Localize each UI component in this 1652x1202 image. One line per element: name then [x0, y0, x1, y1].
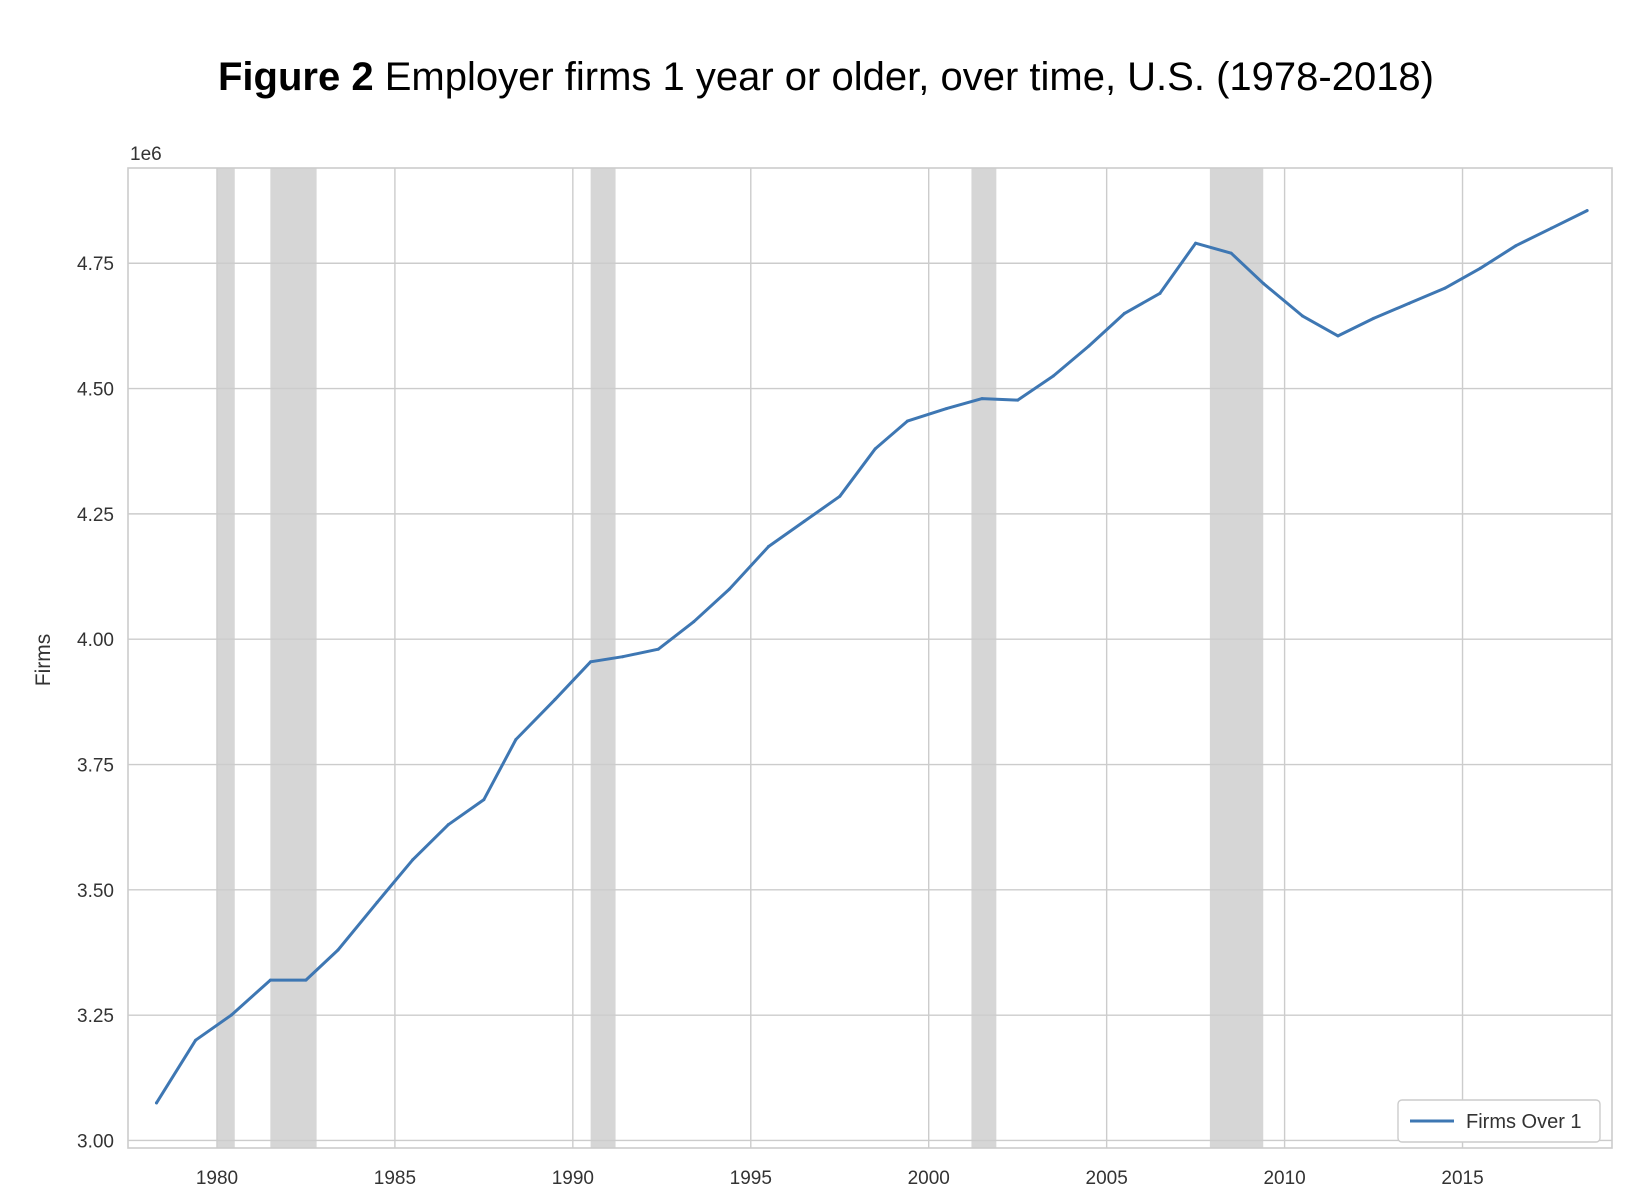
x-axis-ticks: 1980 1985 1990 1995 2000 2005 2010 2015	[196, 1168, 1484, 1189]
legend-label: Firms Over 1	[1466, 1111, 1582, 1133]
data-point	[1194, 241, 1198, 245]
data-point	[727, 587, 731, 591]
y-axis-ticks: 3.00 3.25 3.50 3.75 4.00 4.25 4.50 4.75	[77, 254, 114, 1152]
y-tick-label: 3.25	[77, 1006, 114, 1027]
data-point	[336, 948, 340, 952]
recession-band	[1209, 168, 1264, 1148]
data-point	[802, 519, 806, 523]
legend-box	[1397, 1099, 1601, 1143]
data-point	[1261, 281, 1265, 285]
plot-background	[128, 168, 1612, 1148]
data-point	[1229, 251, 1233, 255]
y-tick-label: 3.00	[77, 1131, 114, 1152]
data-point	[1122, 311, 1126, 315]
data-point	[446, 823, 450, 827]
data-point	[656, 647, 660, 651]
data-point	[304, 978, 308, 982]
y-tick-label: 4.00	[77, 630, 114, 651]
axes-frame	[127, 167, 1613, 1149]
data-point	[905, 419, 909, 423]
data-point	[945, 407, 949, 411]
figure-caption: Employer firms 1 year or older, over tim…	[384, 55, 1434, 99]
data-point	[1372, 316, 1376, 320]
data-point	[1478, 266, 1482, 270]
x-tick-label: 1990	[552, 1168, 594, 1189]
data-point	[1158, 291, 1162, 295]
legend: Firms Over 1	[1397, 1099, 1601, 1143]
data-point	[229, 1013, 233, 1017]
data-point	[154, 1101, 158, 1105]
data-point	[980, 397, 984, 401]
data-point	[375, 900, 379, 904]
recession-bands	[216, 168, 1264, 1148]
x-tick-label: 2005	[1086, 1168, 1128, 1189]
y-tick-label: 4.50	[77, 380, 114, 401]
x-tick-label: 1995	[730, 1168, 772, 1189]
data-point	[873, 447, 877, 451]
figure-label: Figure 2	[217, 55, 374, 99]
data-point	[553, 697, 557, 701]
data-point	[268, 978, 272, 982]
grid-lines	[128, 168, 1612, 1148]
data-point	[1087, 344, 1091, 348]
recession-band	[270, 168, 317, 1148]
data-point	[589, 660, 593, 664]
figure-title: Figure 2 Employer firms 1 year or older,…	[0, 55, 1652, 100]
data-point	[1407, 301, 1411, 305]
recession-band	[971, 168, 997, 1148]
x-tick-label: 2015	[1441, 1168, 1483, 1189]
recession-band	[216, 168, 235, 1148]
x-tick-label: 1985	[374, 1168, 416, 1189]
x-tick-label: 2000	[908, 1168, 950, 1189]
data-point	[621, 655, 625, 659]
series-group	[154, 209, 1589, 1105]
y-tick-label: 3.75	[77, 756, 114, 777]
y-axis-label: Firms	[32, 634, 55, 686]
data-point	[1443, 286, 1447, 290]
data-point	[1016, 398, 1020, 402]
data-point	[1336, 334, 1340, 338]
data-point	[1514, 244, 1518, 248]
data-point	[194, 1038, 198, 1042]
data-point	[1550, 226, 1554, 230]
y-scale-label: 1e6	[130, 144, 162, 165]
x-tick-label: 2010	[1263, 1168, 1305, 1189]
data-point	[514, 737, 518, 741]
data-point	[692, 620, 696, 624]
data-point	[1300, 314, 1304, 318]
plot-frame	[127, 167, 1613, 1149]
x-tick-label: 1980	[196, 1168, 238, 1189]
data-point	[411, 858, 415, 862]
data-point	[767, 544, 771, 548]
plot-area	[128, 168, 1612, 1148]
data-point	[838, 494, 842, 498]
y-tick-label: 3.50	[77, 881, 114, 902]
y-tick-label: 4.75	[77, 254, 114, 275]
y-tick-label: 4.25	[77, 505, 114, 526]
data-point	[1585, 209, 1589, 213]
data-point	[482, 798, 486, 802]
data-point	[1051, 374, 1055, 378]
